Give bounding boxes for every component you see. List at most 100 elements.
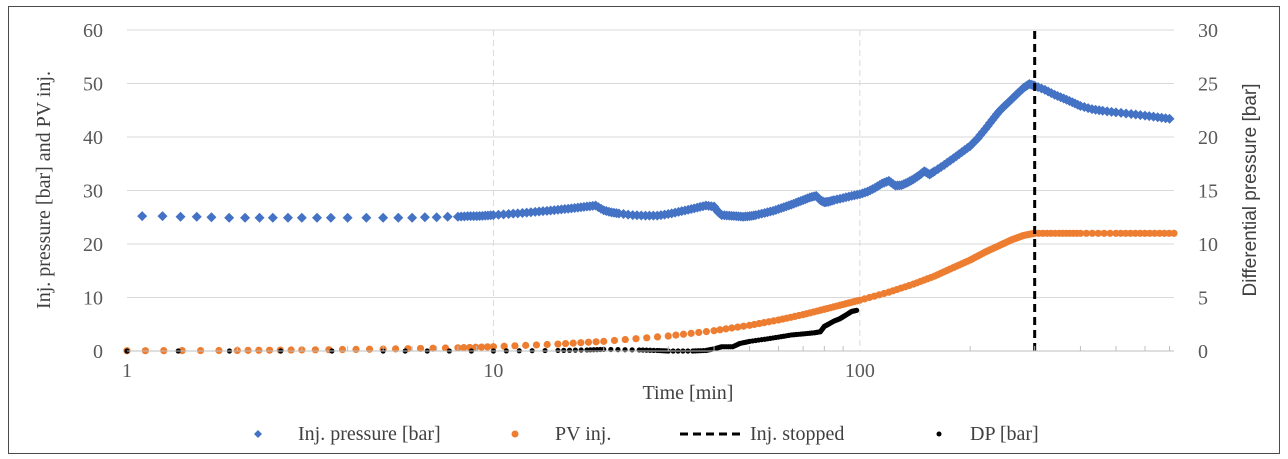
pv-inj-point (554, 340, 562, 348)
pv-inj-point (643, 334, 651, 342)
y-axis-title: Inj. pressure [bar] and PV inj. (33, 71, 55, 309)
legend-label: Inj. pressure [bar] (298, 423, 441, 445)
legend-item: DP [bar] (936, 423, 1039, 445)
pv-inj-point (1088, 229, 1096, 237)
pv-inj-point (472, 343, 480, 351)
pv-inj-point (621, 335, 629, 344)
inj-pressure-point (240, 212, 251, 223)
y2-tick-label: 20 (1198, 127, 1218, 149)
pv-inj-point (722, 325, 730, 333)
pv-inj-point (265, 346, 274, 354)
inj-pressure-point (342, 212, 353, 223)
dp-point (578, 347, 584, 353)
y-tick-label: 0 (93, 341, 103, 363)
dp-point (566, 347, 573, 353)
y2-tick-label: 0 (1198, 341, 1208, 363)
pv-inj-point (610, 336, 619, 345)
y2-tick-label: 25 (1198, 74, 1218, 96)
dp-point (854, 307, 860, 313)
pv-inj-point (338, 345, 347, 354)
pv-inj-point (600, 337, 608, 345)
inj-pressure-point (254, 212, 265, 223)
dp-point (622, 347, 628, 353)
y-tick-label: 40 (83, 127, 103, 149)
inj-pressure-point (361, 212, 372, 223)
pv-inj-point (672, 331, 680, 339)
inj-pressure-point (137, 211, 148, 222)
pv-inj-point (728, 324, 736, 332)
legend-label: DP [bar] (970, 423, 1039, 445)
pv-inj-point (477, 343, 486, 351)
y-tick-label: 60 (83, 20, 103, 42)
y2-axis-title: Differential pressure [bar] (1240, 84, 1261, 297)
legend-item: Inj. stopped (680, 423, 844, 445)
pv-inj-point (632, 335, 640, 343)
pv-inj-point (416, 344, 425, 353)
pv-inj-point (511, 342, 519, 350)
dp-point (561, 347, 567, 353)
pv-inj-point (569, 339, 577, 347)
y2-tick-label: 10 (1198, 234, 1218, 256)
legend-item: Inj. pressure [bar] (254, 423, 441, 445)
y-tick-label: 30 (83, 181, 103, 203)
pv-inj-point (287, 346, 295, 354)
inj-pressure-point (311, 212, 322, 223)
inj-pressure-point (191, 211, 202, 222)
legend-marker (936, 431, 942, 437)
inj-pressure-point (175, 211, 186, 222)
inj-pressure-point (419, 212, 430, 223)
x-tick-label: 1 (122, 360, 132, 382)
pv-inj-point (702, 327, 711, 336)
pv-inj-point (710, 327, 718, 335)
inj-pressure-point (393, 212, 404, 223)
inj-pressure-point (206, 212, 217, 223)
pv-inj-point (1094, 229, 1102, 237)
inj-pressure-point (431, 212, 442, 223)
pv-inj-point (1106, 229, 1114, 237)
pv-inj-point (577, 339, 585, 347)
x-tick-label: 10 (483, 360, 503, 382)
pv-inj-point (489, 343, 498, 351)
legend-marker (254, 430, 262, 438)
chart-frame (8, 6, 1280, 454)
inj-pressure-point (267, 212, 278, 223)
inj-pressure-point (1164, 113, 1175, 124)
inj-pressure-point (325, 212, 336, 223)
inj-pressure-point (224, 212, 235, 223)
pv-inj-point (1076, 229, 1085, 237)
pv-inj-point (500, 342, 508, 350)
pv-inj-point (716, 326, 724, 334)
inj-pressure-point (980, 123, 991, 134)
pv-inj-point (561, 339, 570, 348)
pv-inj-point (1082, 229, 1090, 237)
pv-inj-point (460, 344, 468, 352)
pv-inj-point (1100, 229, 1108, 237)
inj-pressure-point (282, 212, 293, 223)
pv-inj-point (429, 344, 437, 352)
inj-pressure-point (296, 212, 307, 223)
inj-pressure-point (378, 212, 389, 223)
legend-marker (511, 430, 519, 438)
pv-inj-point (1170, 229, 1178, 237)
y2-tick-label: 5 (1198, 288, 1208, 310)
pv-inj-point (352, 345, 360, 353)
pv-inj-point (311, 346, 319, 354)
pv-inj-point (664, 332, 672, 340)
y2-tick-label: 30 (1198, 20, 1218, 42)
legend-item: PV inj. (511, 423, 611, 445)
pv-inj-point (687, 329, 695, 337)
pv-inj-point (365, 345, 374, 353)
pv-inj-point (532, 341, 541, 349)
dp-point (572, 347, 578, 353)
pv-inj-point (522, 341, 530, 349)
x-axis-title: Time [min] (643, 382, 734, 404)
legend-label: PV inj. (555, 423, 611, 445)
pv-inj-point (255, 346, 263, 354)
pv-inj-point (740, 322, 748, 330)
inj-pressure-point (407, 212, 418, 223)
legend-label: Inj. stopped (750, 423, 844, 445)
dp-point (555, 347, 561, 354)
y2-tick-label: 15 (1198, 181, 1218, 203)
y-tick-label: 20 (83, 234, 103, 256)
